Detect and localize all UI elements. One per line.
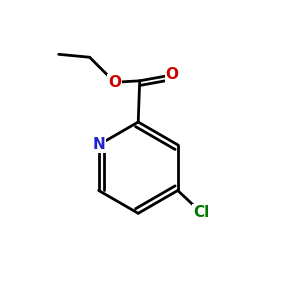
Text: N: N (92, 137, 105, 152)
Text: Cl: Cl (193, 205, 209, 220)
Text: O: O (108, 75, 121, 90)
Text: O: O (166, 68, 178, 82)
